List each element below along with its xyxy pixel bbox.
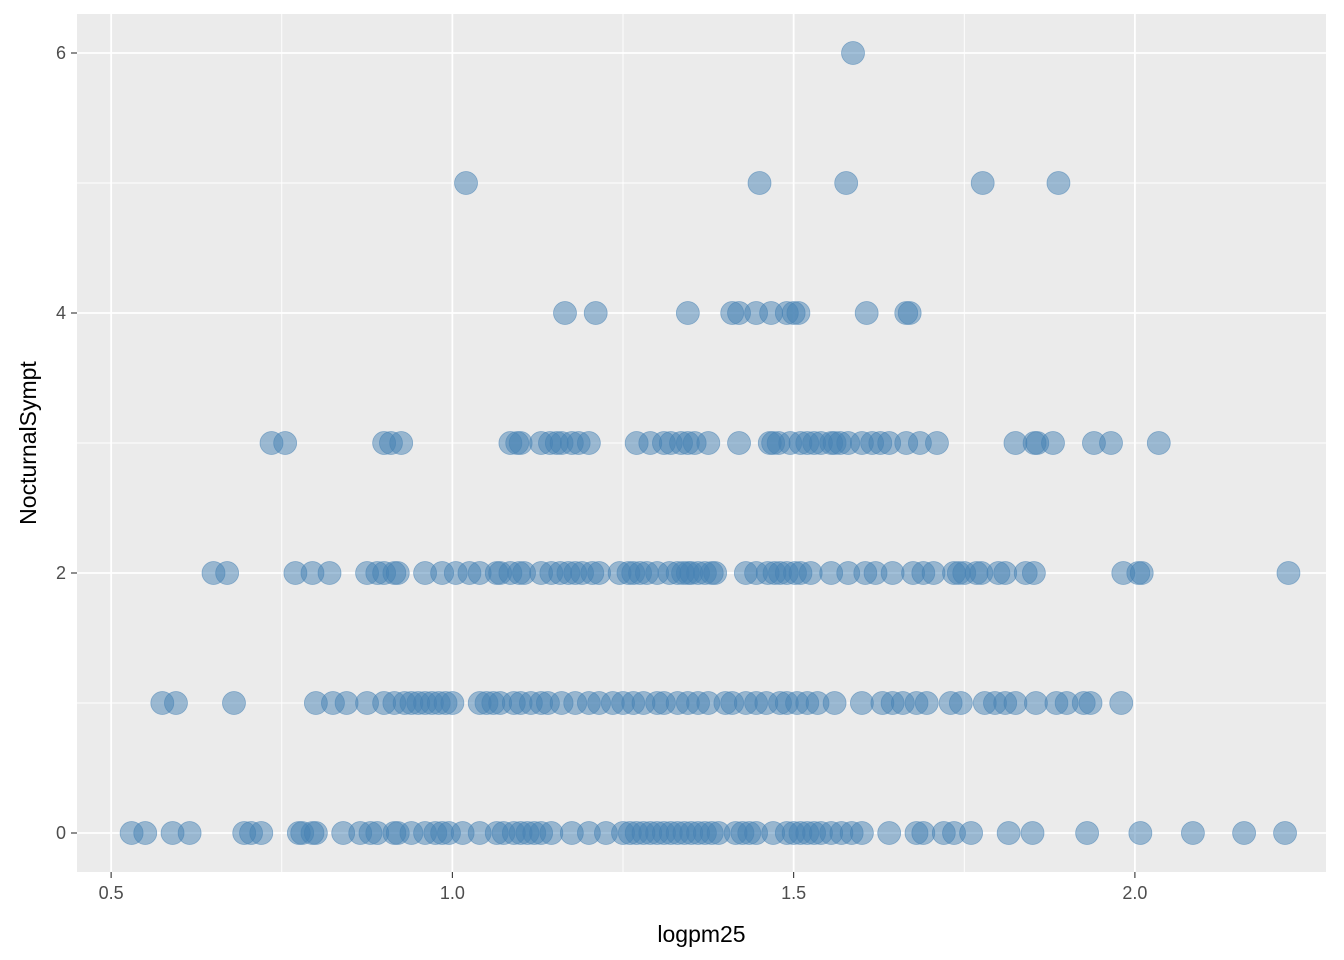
data-point	[587, 561, 612, 585]
data-point	[385, 561, 410, 585]
data-point	[553, 301, 577, 325]
data-point	[177, 821, 202, 845]
data-point	[1146, 431, 1171, 455]
data-point	[849, 691, 874, 715]
data-point	[1099, 431, 1123, 455]
y-tick-label: 2	[56, 563, 66, 583]
data-point	[897, 301, 922, 325]
data-point	[1021, 561, 1046, 585]
data-point	[703, 561, 728, 585]
data-point	[1232, 821, 1256, 845]
x-tick-label: 0.5	[99, 883, 124, 903]
x-axis-title: logpm25	[657, 921, 745, 947]
data-point	[841, 41, 865, 65]
data-point	[1041, 431, 1065, 455]
data-point	[583, 301, 608, 325]
x-tick-label: 1.5	[781, 883, 806, 903]
data-point	[1020, 821, 1045, 845]
y-tick-label: 6	[56, 43, 66, 63]
data-point	[880, 561, 905, 585]
data-point	[1075, 821, 1100, 845]
data-point	[798, 561, 823, 585]
data-point	[1129, 561, 1154, 585]
data-point	[959, 821, 983, 845]
data-point	[215, 561, 240, 585]
data-point	[389, 431, 414, 455]
data-point	[948, 691, 973, 715]
data-points	[119, 41, 1301, 845]
data-point	[440, 691, 465, 715]
data-point	[747, 171, 772, 195]
data-point	[303, 821, 328, 845]
x-tick-label: 2.0	[1122, 883, 1147, 903]
data-point	[925, 431, 949, 455]
data-point	[164, 691, 188, 715]
data-point	[1273, 821, 1297, 845]
data-point	[1046, 171, 1071, 195]
x-axis: 0.5 1.0 1.5 2.0	[99, 872, 1147, 903]
data-point	[576, 431, 601, 455]
data-point	[696, 431, 721, 455]
data-point	[454, 171, 478, 195]
data-point	[993, 561, 1018, 585]
data-point	[921, 561, 946, 585]
y-axis: 0 2 4 6	[56, 43, 77, 843]
data-point	[539, 821, 564, 845]
data-point	[727, 431, 751, 455]
data-point	[849, 821, 874, 845]
data-point	[249, 821, 274, 845]
data-point	[822, 691, 847, 715]
data-point	[222, 691, 246, 715]
y-tick-label: 4	[56, 303, 66, 323]
data-point	[1128, 821, 1153, 845]
data-point	[1276, 561, 1301, 585]
x-tick-label: 1.0	[440, 883, 465, 903]
data-point	[273, 431, 298, 455]
data-point	[1024, 691, 1048, 715]
data-point	[317, 561, 342, 585]
data-point	[508, 431, 533, 455]
data-point	[834, 171, 859, 195]
data-point	[996, 821, 1021, 845]
data-point	[911, 821, 936, 845]
data-point	[675, 301, 700, 325]
data-point	[914, 691, 939, 715]
data-point	[970, 171, 995, 195]
data-point	[854, 301, 879, 325]
data-point	[1003, 691, 1028, 715]
data-point	[133, 821, 158, 845]
data-point	[334, 691, 359, 715]
data-point	[1181, 821, 1205, 845]
data-point	[877, 821, 902, 845]
y-axis-title: NocturnalSympt	[15, 361, 41, 525]
data-point	[1109, 691, 1134, 715]
data-point	[786, 301, 811, 325]
data-point	[1078, 691, 1103, 715]
y-tick-label: 0	[56, 823, 66, 843]
